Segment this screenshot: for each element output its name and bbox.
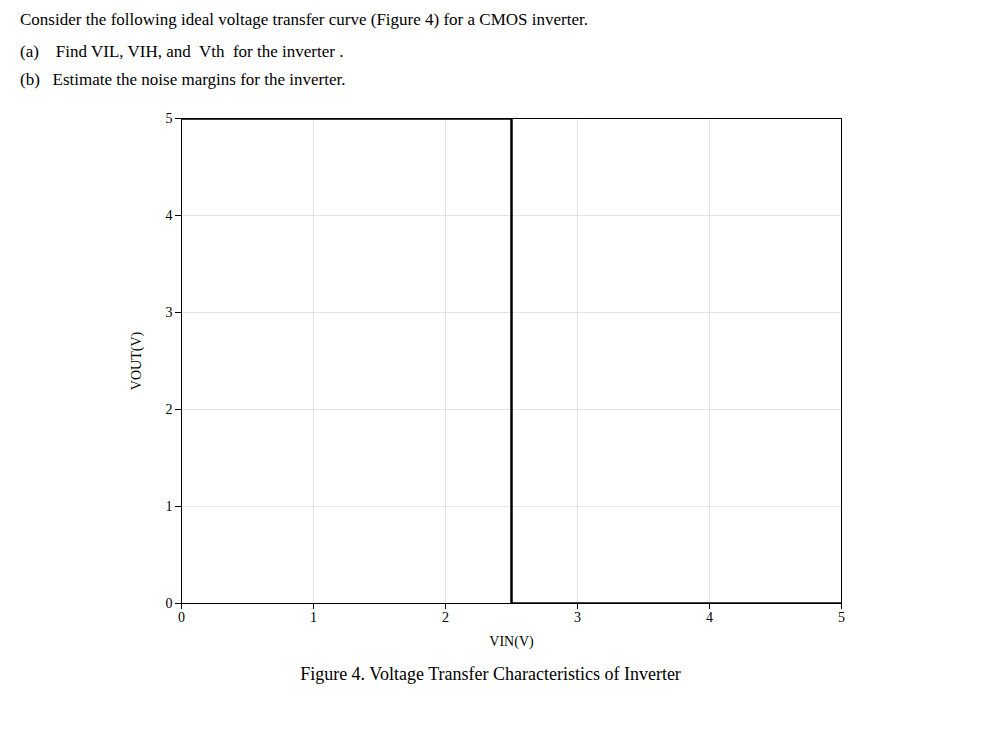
svg-text:VIN(V): VIN(V) [489, 634, 534, 650]
svg-text:2: 2 [442, 610, 449, 625]
svg-text:3: 3 [165, 305, 172, 320]
html-text:Figure 4. Voltage Transfer Cha: Figure 4. Voltage Transfer Characteristi… [300, 664, 681, 684]
svg-text:1: 1 [165, 499, 172, 514]
svg-text:2: 2 [165, 402, 172, 417]
svg-text:VOUT(V): VOUT(V) [129, 332, 145, 391]
svg-text:3: 3 [574, 610, 581, 625]
svg-text:0: 0 [178, 610, 185, 625]
svg-text:4: 4 [706, 610, 713, 625]
svg-text:4: 4 [165, 208, 172, 223]
html-text:Consider the following ideal v: Consider the following ideal voltage tra… [20, 10, 588, 29]
svg-text:5: 5 [838, 610, 845, 625]
html-text:(b) Estimate the noise margins: (b) Estimate the noise margins for the i… [20, 70, 346, 89]
svg-text:1: 1 [310, 610, 317, 625]
svg-text:0: 0 [165, 596, 172, 611]
svg-text:5: 5 [165, 111, 172, 126]
html-text:(a) Find VIL, VIH, and Vth for: (a) Find VIL, VIH, and Vth for the inver… [20, 42, 344, 61]
